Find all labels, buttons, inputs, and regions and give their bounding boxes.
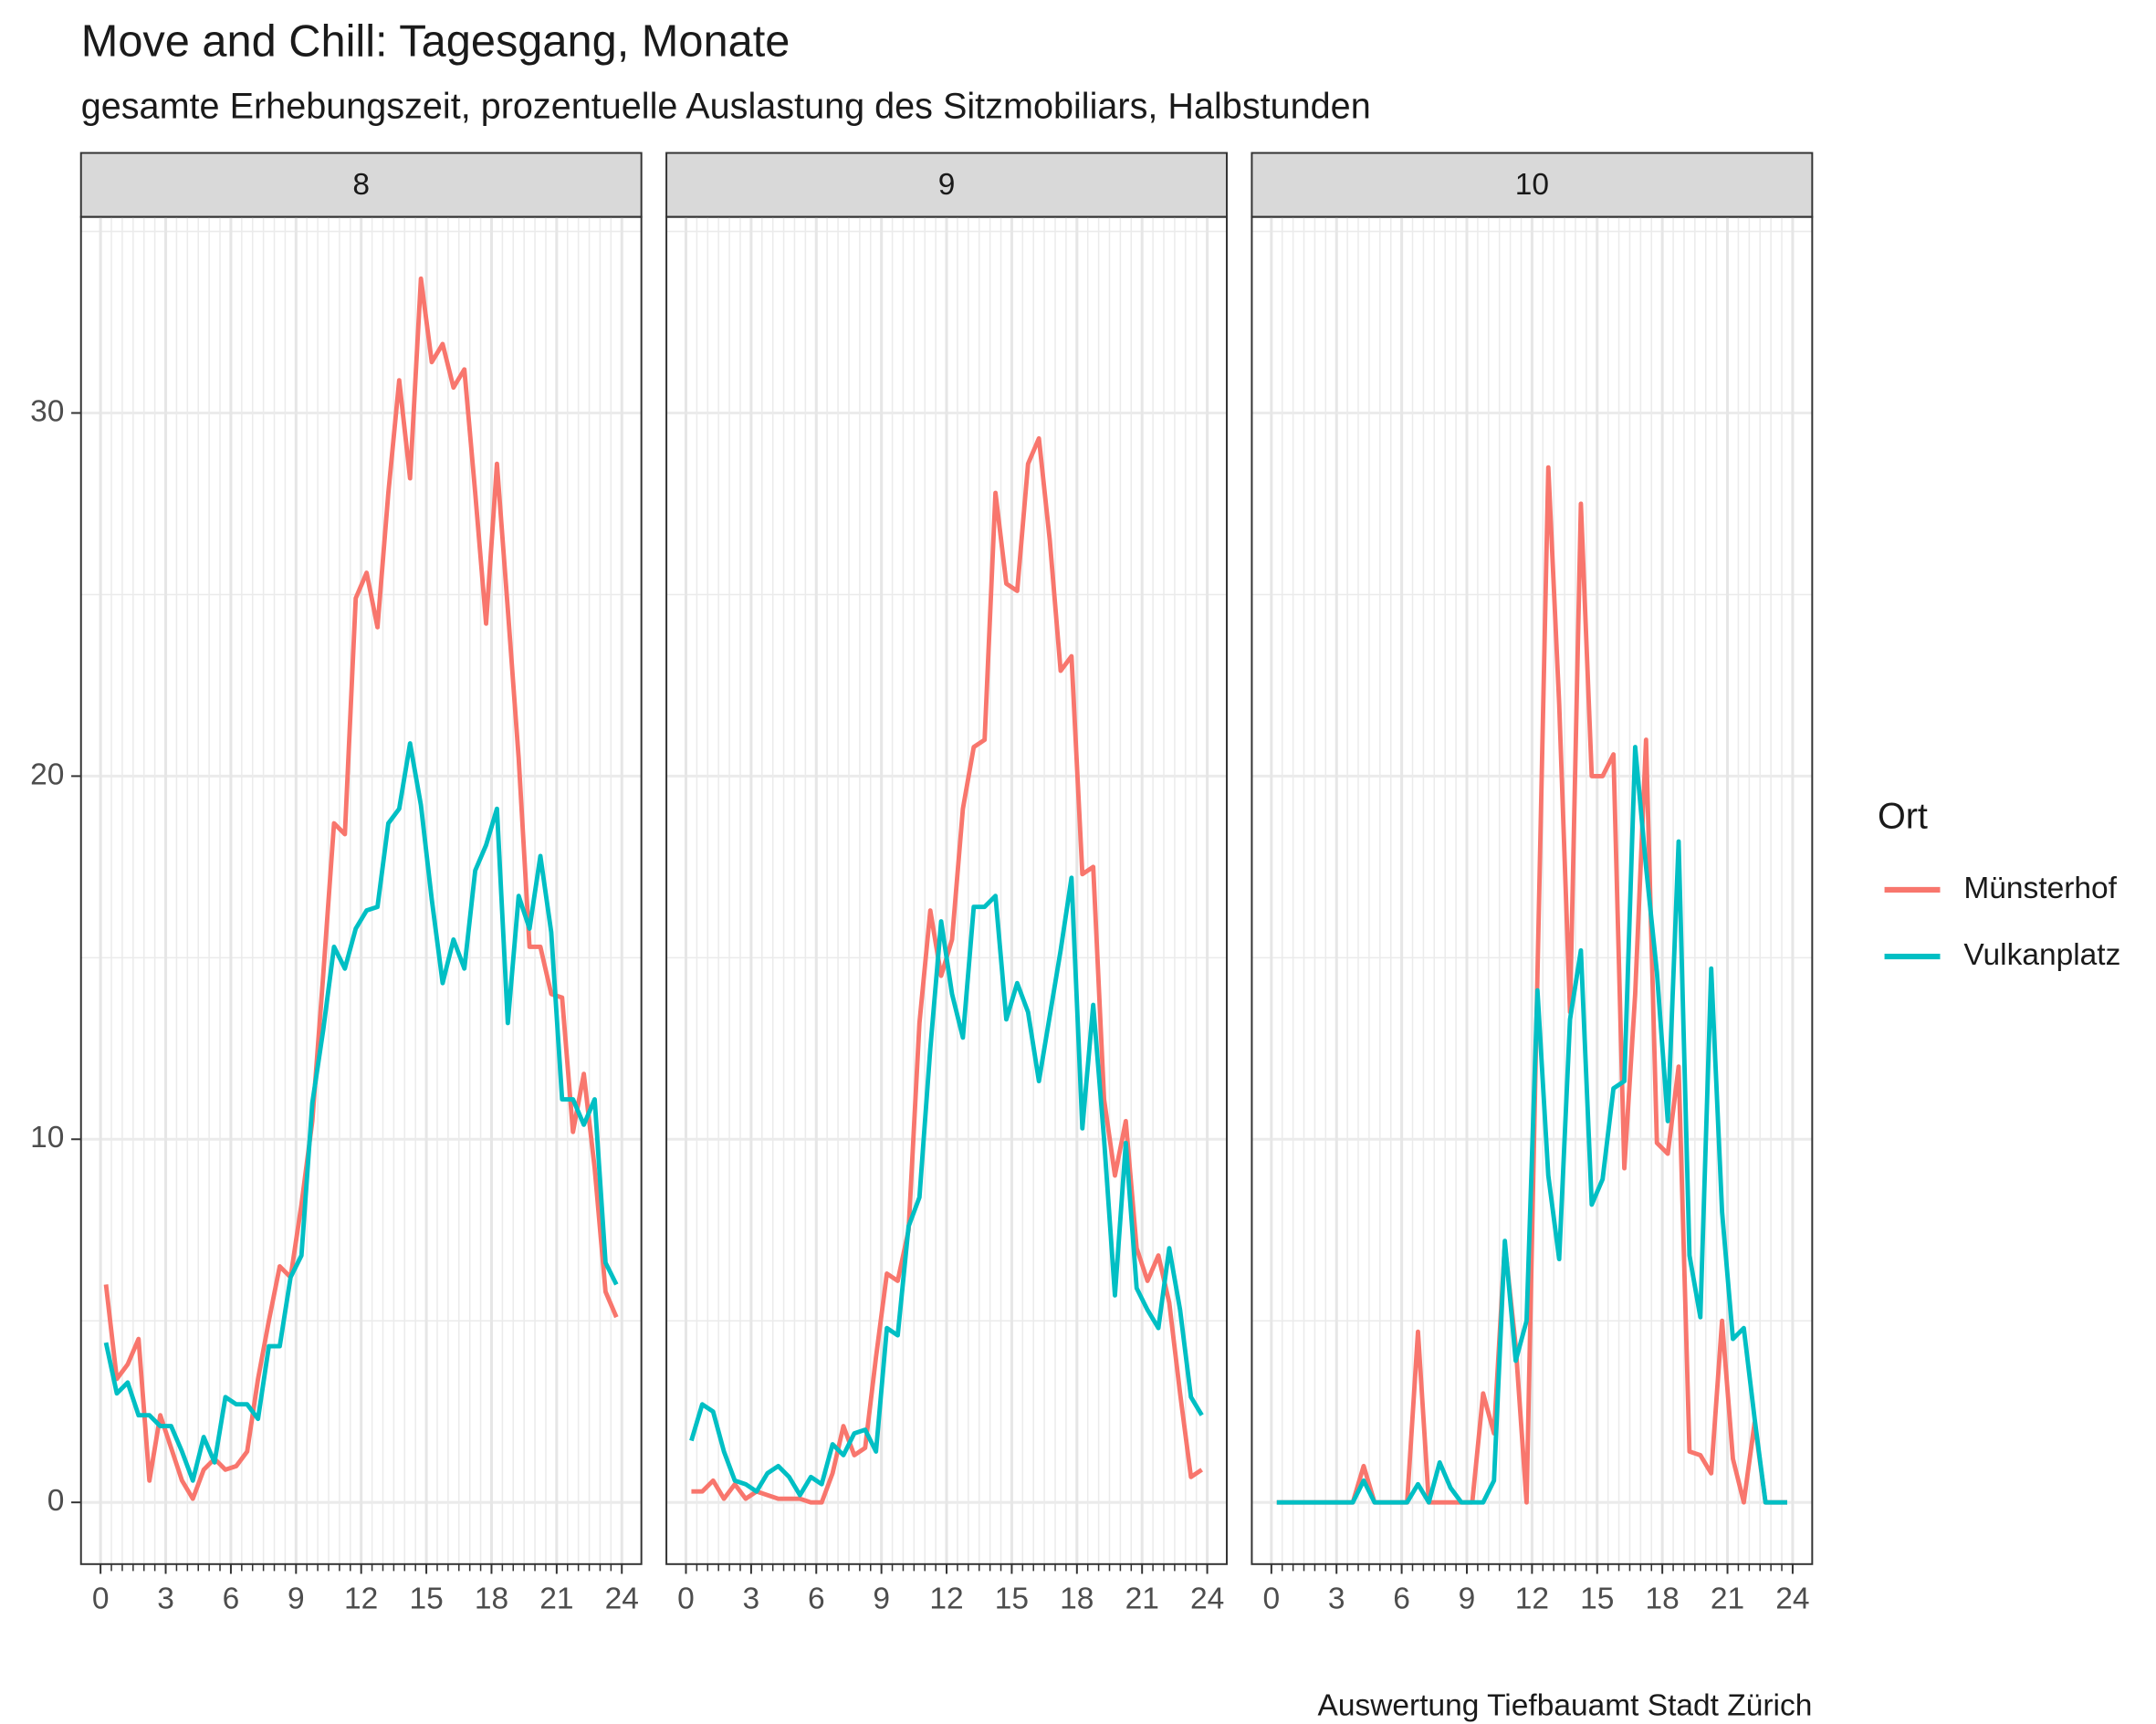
- series-line: [103, 276, 619, 1501]
- x-tick-label: 18: [1060, 1582, 1094, 1615]
- x-tick-label: 21: [1125, 1582, 1159, 1615]
- panel-border: [665, 215, 1228, 1565]
- x-tick-label: 24: [1190, 1582, 1224, 1615]
- x-tick-label: 9: [873, 1582, 890, 1615]
- y-tick-label: 0: [47, 1484, 65, 1518]
- x-tick-label: 0: [677, 1582, 695, 1615]
- x-tick-label: 6: [808, 1582, 825, 1615]
- x-tick-label: 15: [995, 1582, 1029, 1615]
- x-tick-label: 21: [1711, 1582, 1744, 1615]
- x-tick-label: 3: [1328, 1582, 1345, 1615]
- series-line: [103, 741, 619, 1483]
- legend-title: Ort: [1878, 797, 1928, 837]
- strip-label: 9: [938, 168, 956, 202]
- x-tick-label: 24: [605, 1582, 639, 1615]
- x-tick-label: 12: [929, 1582, 963, 1615]
- strip: [1251, 152, 1814, 218]
- x-tick-label: 3: [157, 1582, 174, 1615]
- x-tick-label: 3: [743, 1582, 760, 1615]
- series-line: [689, 875, 1204, 1498]
- x-tick-label: 24: [1775, 1582, 1809, 1615]
- x-tick-label: 18: [475, 1582, 508, 1615]
- x-tick-label: 6: [1393, 1582, 1410, 1615]
- x-tick-label: 6: [223, 1582, 240, 1615]
- x-tick-label: 9: [1459, 1582, 1476, 1615]
- chart-subtitle: gesamte Erhebungszeit, prozentuelle Ausl…: [81, 86, 1371, 126]
- x-tick-label: 12: [1515, 1582, 1549, 1615]
- series-line: [1276, 465, 1787, 1505]
- x-tick-label: 15: [1580, 1582, 1614, 1615]
- x-tick-label: 18: [1646, 1582, 1680, 1615]
- x-tick-label: 0: [1263, 1582, 1281, 1615]
- strip-label: 10: [1515, 168, 1549, 202]
- x-tick-label: 15: [409, 1582, 443, 1615]
- y-tick-label: 30: [30, 394, 64, 428]
- panel-border: [79, 215, 643, 1565]
- x-tick-label: 9: [288, 1582, 305, 1615]
- x-tick-label: 0: [92, 1582, 110, 1615]
- y-tick-label: 10: [30, 1121, 64, 1155]
- series-line: [1276, 745, 1787, 1505]
- chart-title: Move and Chill: Tagesgang, Monate: [81, 17, 790, 67]
- y-tick-label: 20: [30, 758, 64, 791]
- strip-label: 8: [352, 168, 370, 202]
- x-tick-label: 12: [344, 1582, 378, 1615]
- panel-border: [1251, 215, 1814, 1565]
- legend-label: Münsterhof: [1963, 872, 2117, 905]
- caption: Auswertung Tiefbauamt Stadt Zürich: [1317, 1689, 1812, 1723]
- legend-label: Vulkanplatz: [1963, 938, 2120, 972]
- strip: [79, 152, 643, 218]
- x-tick-label: 21: [539, 1582, 573, 1615]
